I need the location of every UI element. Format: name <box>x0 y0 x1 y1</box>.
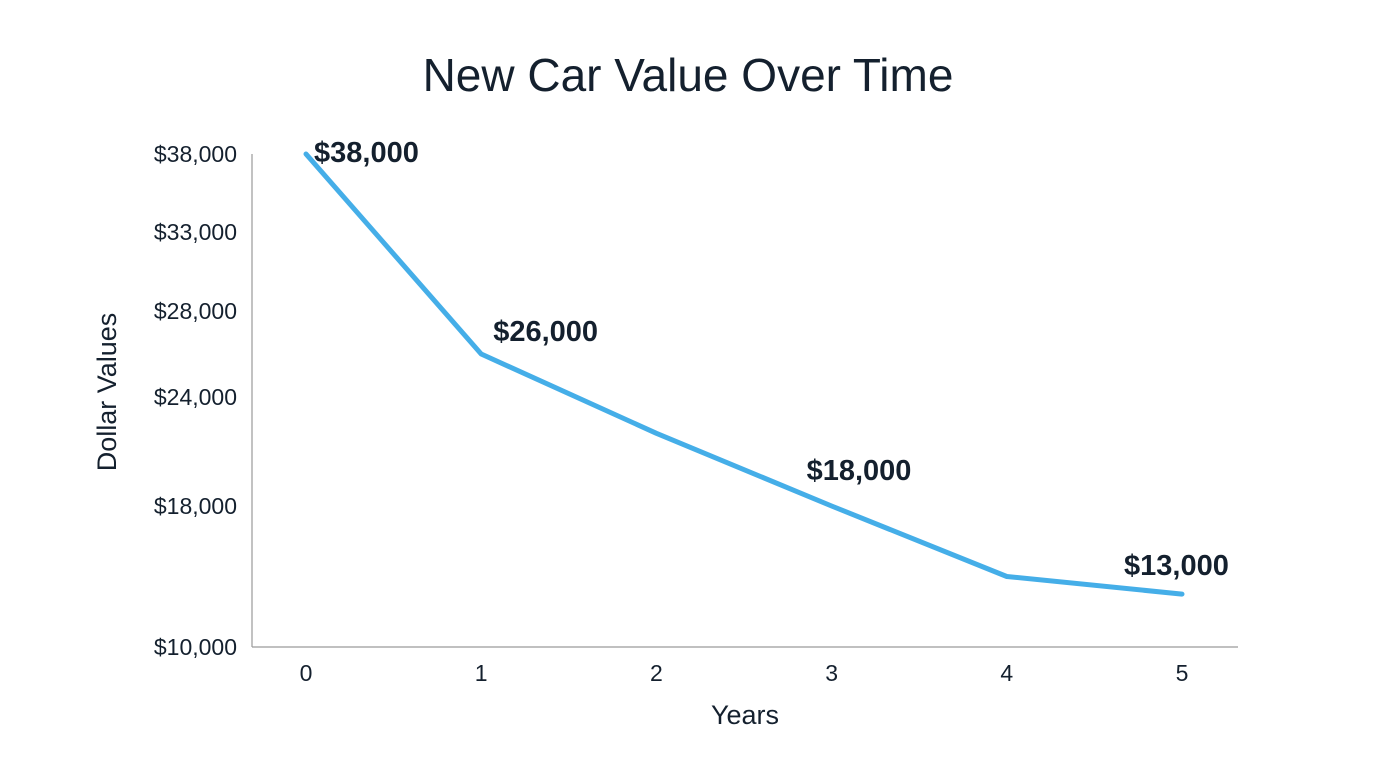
series-line <box>303 151 1185 597</box>
x-tick-label: 1 <box>475 660 488 686</box>
y-tick-label: $28,000 <box>154 298 237 324</box>
x-axis-title: Years <box>711 700 779 730</box>
data-label: $18,000 <box>807 455 912 487</box>
y-tick-label: $18,000 <box>154 493 237 519</box>
x-tick-label: 5 <box>1176 660 1189 686</box>
y-tick-label: $38,000 <box>154 141 237 167</box>
chart-title: New Car Value Over Time <box>422 49 954 101</box>
data-label: $13,000 <box>1124 550 1229 582</box>
y-tick-label: $10,000 <box>154 634 237 660</box>
x-tick-label: 3 <box>825 660 838 686</box>
x-tick-label: 2 <box>650 660 663 686</box>
y-axis-title: Dollar Values <box>92 313 122 472</box>
data-label: $26,000 <box>493 316 598 348</box>
y-tick-label: $33,000 <box>154 219 237 245</box>
y-tick-label: $24,000 <box>154 384 237 410</box>
x-tick-label: 0 <box>300 660 313 686</box>
x-tick-label: 4 <box>1000 660 1013 686</box>
data-label: $38,000 <box>314 137 419 169</box>
